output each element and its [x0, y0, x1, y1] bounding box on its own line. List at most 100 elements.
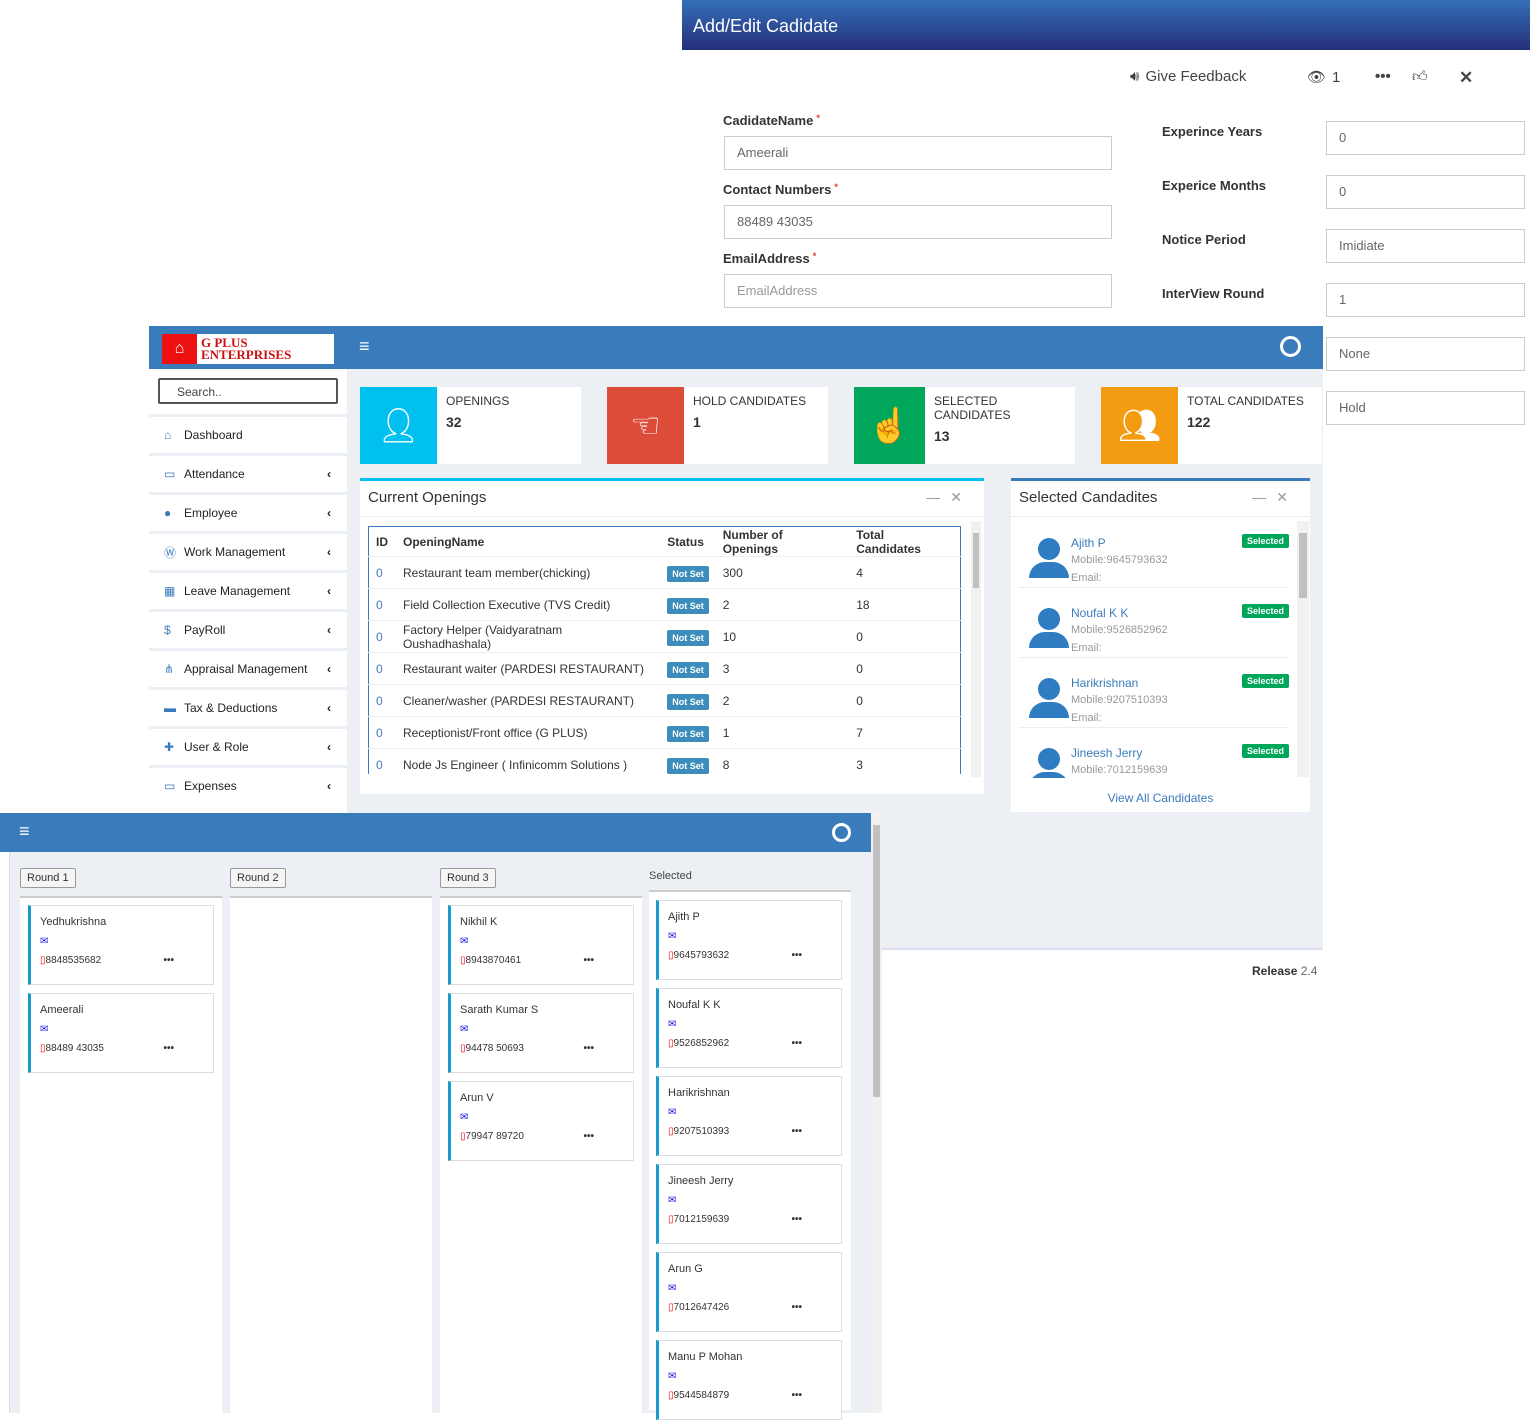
more-options-icon[interactable]: ••• [791, 950, 802, 961]
column-header[interactable]: Status [660, 526, 716, 557]
close-icon[interactable]: ✕ [1459, 68, 1474, 87]
status-input[interactable]: Hold [1326, 391, 1525, 425]
more-options-icon[interactable]: ••• [791, 1390, 802, 1401]
envelope-icon[interactable]: ✉ [40, 1024, 49, 1035]
candidate-list-item[interactable]: Noufal K K Mobile:9526852962 Email: Selecte… [1019, 588, 1289, 658]
user-account-icon[interactable] [1280, 336, 1301, 357]
more-options-icon[interactable]: ••• [163, 1043, 174, 1054]
views-count: 1 [1332, 68, 1341, 86]
minimize-icon[interactable]: — [926, 489, 951, 505]
sidebar-item-dashboard[interactable]: ⌂ Dashboard [149, 414, 347, 453]
candidate-card[interactable]: Ameerali ✉ ▯88489 43035 ••• [28, 993, 214, 1073]
candidate-name[interactable]: Jineesh Jerry [1071, 746, 1143, 760]
more-options-icon[interactable]: ••• [791, 1126, 802, 1137]
candidate-list-item[interactable]: Harikrishnan Mobile:9207510393 Email: Selec… [1019, 658, 1289, 728]
hamburger-menu-icon[interactable]: ≡ [359, 336, 370, 356]
close-icon[interactable]: ✕ [950, 489, 972, 505]
column-header[interactable]: OpeningName [396, 526, 661, 557]
scrollbar[interactable] [971, 521, 981, 777]
more-options-icon[interactable]: ••• [791, 1038, 802, 1049]
table-row[interactable]: 0 Factory Helper (Vaidyaratnam Oushadhash… [368, 620, 961, 653]
scrollbar[interactable] [871, 813, 882, 1413]
close-icon[interactable]: ✕ [1276, 489, 1298, 505]
envelope-icon[interactable]: ✉ [460, 1024, 469, 1035]
table-row[interactable]: 0 Node Js Engineer ( Infinicomm Solutions… [368, 748, 961, 774]
more-options-icon[interactable]: ••• [791, 1302, 802, 1313]
candidate-card[interactable]: Yedhukrishna ✉ ▯8848535682 ••• [28, 905, 214, 985]
contact-numbers-input[interactable]: 88489 43035 [724, 205, 1112, 239]
envelope-icon[interactable]: ✉ [40, 936, 49, 947]
envelope-icon[interactable]: ✉ [460, 936, 469, 947]
candidate-name[interactable]: Ajith P [1071, 536, 1106, 550]
candidate-card[interactable]: Harikrishnan ✉ ▯9207510393 ••• [656, 1076, 842, 1156]
more-icon[interactable]: ••• [1375, 68, 1391, 85]
notice-period-input[interactable]: Imidiate [1326, 229, 1525, 263]
more-options-icon[interactable]: ••• [791, 1214, 802, 1225]
candidate-card[interactable]: Arun G ✉ ▯7012647426 ••• [656, 1252, 842, 1332]
scrollbar[interactable] [1297, 521, 1309, 777]
table-row[interactable]: 0 Cleaner/washer (PARDESI RESTAURANT) Not … [368, 684, 961, 717]
views-counter[interactable]: 👁︎ 1 [1307, 68, 1341, 87]
column-header[interactable]: Total Candidates [849, 526, 961, 557]
round-label-button[interactable]: Round 1 [20, 868, 76, 888]
company-logo[interactable]: ⌂ G PLUS ENTERPRISES [162, 334, 334, 364]
candidate-card[interactable]: Sarath Kumar S ✉ ▯94478 50693 ••• [448, 993, 634, 1073]
view-all-candidates-link[interactable]: View All Candidates [1107, 791, 1214, 805]
experice-months-input[interactable]: 0 [1326, 175, 1525, 209]
round-label-button[interactable]: Round 2 [230, 868, 286, 888]
candidate-card[interactable]: Arun V ✉ ▯79947 89720 ••• [448, 1081, 634, 1161]
search-input[interactable]: Search.. [158, 378, 338, 404]
column-header[interactable]: Number of Openings [715, 526, 850, 557]
sidebar-item-expenses[interactable]: ▭ Expenses ‹ [149, 765, 347, 804]
candidate-list-item[interactable]: Ajith P Mobile:9645793632 Email: Selected [1019, 518, 1289, 588]
thumbs-up-icon[interactable]: 👍︎ [1412, 68, 1428, 85]
candidate-card[interactable]: Ajith P ✉ ▯9645793632 ••• [656, 900, 842, 980]
more-options-icon[interactable]: ••• [163, 955, 174, 966]
candidate-name[interactable]: Noufal K K [1071, 606, 1129, 620]
give-feedback-button[interactable]: 🔊︎ Give Feedback [1130, 68, 1246, 85]
user-account-icon[interactable] [832, 823, 851, 842]
sidebar-item-leave-management[interactable]: ▦ Leave Management ‹ [149, 570, 347, 609]
table-row[interactable]: 0 Field Collection Executive (TVS Credit)… [368, 588, 961, 621]
candidate-card[interactable]: Manu P Mohan ✉ ▯9544584879 ••• [656, 1340, 842, 1420]
table-row[interactable]: 0 Restaurant waiter (PARDESI RESTAURANT) N… [368, 652, 961, 685]
candidate-card[interactable]: Jineesh Jerry ✉ ▯7012159639 ••• [656, 1164, 842, 1244]
more-options-icon[interactable]: ••• [583, 955, 594, 966]
stat-selected-candidates[interactable]: ☝ SELECTED CANDIDATES 13 [854, 387, 1075, 464]
candidate-name[interactable]: Harikrishnan [1071, 676, 1139, 690]
candidate-card[interactable]: Nikhil K ✉ ▯8943870461 ••• [448, 905, 634, 985]
emailaddress-input[interactable]: EmailAddress [724, 274, 1112, 308]
sidebar-item-appraisal-management[interactable]: ⋔ Appraisal Management ‹ [149, 648, 347, 687]
more-options-icon[interactable]: ••• [583, 1043, 594, 1054]
table-row[interactable]: 0 Restaurant team member(chicking) Not Set… [368, 556, 961, 589]
sidebar-item-payroll[interactable]: $ PayRoll ‹ [149, 609, 347, 648]
sidebar-item-tax-deductions[interactable]: ▬ Tax & Deductions ‹ [149, 687, 347, 726]
sidebar-item-attendance[interactable]: ▭ Attendance ‹ [149, 453, 347, 492]
round-label-button[interactable]: Round 3 [440, 868, 496, 888]
hamburger-menu-icon[interactable]: ≡ [19, 821, 30, 841]
table-row[interactable]: 0 Receptionist/Front office (G PLUS) Not S… [368, 716, 961, 749]
stat-total-candidates[interactable]: 👥︎ TOTAL CANDIDATES 122 [1101, 387, 1322, 464]
stat-hold-candidates[interactable]: ☜ HOLD CANDIDATES 1 [607, 387, 828, 464]
envelope-icon[interactable]: ✉ [668, 1283, 677, 1294]
candidate-list-item[interactable]: Jineesh JerryMobile:7012159639Email:Sele… [1019, 728, 1289, 778]
sidebar-item-user-role[interactable]: ✚ User & Role ‹ [149, 726, 347, 765]
cadidatename-input[interactable]: Ameerali [724, 136, 1112, 170]
envelope-icon[interactable]: ✉ [668, 1107, 677, 1118]
experince-years-input[interactable]: 0 [1326, 121, 1525, 155]
sidebar-item-work-management[interactable]: Ⓦ Work Management ‹ [149, 531, 347, 570]
status-input[interactable]: None [1326, 337, 1525, 371]
envelope-icon[interactable]: ✉ [668, 931, 677, 942]
envelope-icon[interactable]: ✉ [668, 1019, 677, 1030]
stat-openings[interactable]: 👤︎ OPENINGS 32 [360, 387, 581, 464]
envelope-icon[interactable]: ✉ [668, 1195, 677, 1206]
minimize-icon[interactable]: — [1252, 489, 1277, 505]
column-header[interactable]: ID [368, 526, 396, 557]
money-icon: $ [164, 623, 171, 637]
envelope-icon[interactable]: ✉ [460, 1112, 469, 1123]
envelope-icon[interactable]: ✉ [668, 1371, 677, 1382]
interview-round-input[interactable]: 1 [1326, 283, 1525, 317]
sidebar-item-employee[interactable]: ● Employee ‹ [149, 492, 347, 531]
more-options-icon[interactable]: ••• [583, 1131, 594, 1142]
candidate-card[interactable]: Noufal K K ✉ ▯9526852962 ••• [656, 988, 842, 1068]
